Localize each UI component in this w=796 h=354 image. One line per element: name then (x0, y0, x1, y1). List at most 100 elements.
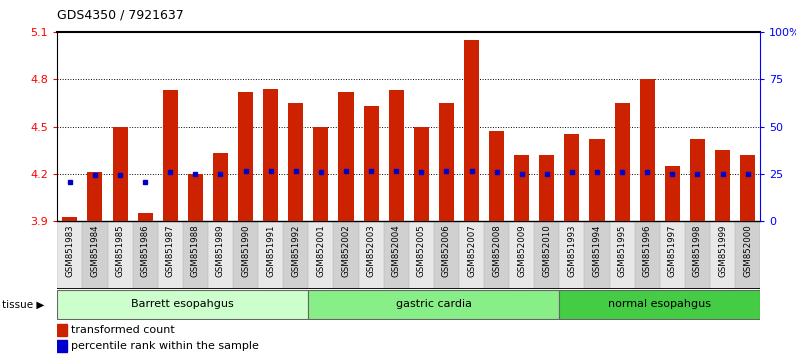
Bar (409, 221, 434, 289)
Bar (288, 103, 303, 221)
Bar (133, 32, 158, 221)
Bar (57, 340, 67, 353)
Text: GSM852006: GSM852006 (442, 225, 451, 278)
Bar (158, 32, 183, 221)
Bar (634, 221, 660, 289)
Bar (88, 172, 103, 221)
Text: GSM851990: GSM851990 (241, 225, 250, 277)
Text: GSM851994: GSM851994 (592, 225, 602, 277)
Text: GSM852009: GSM852009 (517, 225, 526, 277)
Bar (685, 32, 710, 221)
Text: GSM851986: GSM851986 (141, 225, 150, 277)
Bar (334, 32, 358, 221)
Bar (408, 32, 434, 221)
FancyBboxPatch shape (560, 290, 760, 319)
Text: GSM851988: GSM851988 (191, 225, 200, 277)
Bar (258, 32, 283, 221)
Bar (560, 221, 584, 289)
Bar (710, 32, 735, 221)
Bar (138, 213, 153, 221)
Text: GSM851999: GSM851999 (718, 225, 727, 277)
Bar (308, 221, 334, 289)
Bar (439, 103, 454, 221)
Bar (314, 126, 329, 221)
Text: GSM851984: GSM851984 (91, 225, 100, 277)
Bar (388, 90, 404, 221)
Bar (57, 32, 83, 221)
Text: transformed count: transformed count (71, 325, 174, 336)
Bar (308, 32, 334, 221)
Bar (740, 155, 755, 221)
Bar (584, 221, 610, 289)
Bar (434, 221, 459, 289)
Text: GSM851991: GSM851991 (266, 225, 275, 277)
Bar (208, 221, 233, 289)
Bar (484, 221, 509, 289)
Text: GSM851996: GSM851996 (642, 225, 652, 277)
Text: GSM851997: GSM851997 (668, 225, 677, 277)
Bar (590, 139, 604, 221)
Bar (238, 92, 253, 221)
Text: tissue ▶: tissue ▶ (2, 299, 44, 309)
Text: GSM851998: GSM851998 (693, 225, 702, 277)
Text: GSM852007: GSM852007 (467, 225, 476, 278)
Bar (358, 221, 384, 289)
Text: GSM852008: GSM852008 (492, 225, 501, 278)
Bar (213, 153, 228, 221)
Bar (509, 32, 534, 221)
Text: GSM852005: GSM852005 (417, 225, 426, 278)
Bar (263, 88, 279, 221)
Bar (660, 32, 685, 221)
Bar (83, 221, 107, 289)
Bar (283, 221, 308, 289)
Bar (459, 221, 484, 289)
Text: normal esopahgus: normal esopahgus (608, 299, 712, 309)
Bar (258, 221, 283, 289)
Bar (715, 150, 730, 221)
Bar (384, 32, 408, 221)
Bar (484, 32, 509, 221)
Bar (233, 221, 258, 289)
Bar (364, 106, 379, 221)
Bar (610, 221, 634, 289)
Text: GDS4350 / 7921637: GDS4350 / 7921637 (57, 9, 184, 22)
Bar (690, 139, 705, 221)
Bar (735, 221, 760, 289)
Text: GSM852010: GSM852010 (542, 225, 552, 278)
Bar (188, 174, 203, 221)
Bar (534, 221, 560, 289)
Bar (384, 221, 409, 289)
Bar (584, 32, 610, 221)
Bar (735, 32, 760, 221)
Bar (338, 92, 353, 221)
Bar (112, 126, 127, 221)
Bar (208, 32, 233, 221)
Bar (665, 166, 680, 221)
Bar (414, 126, 429, 221)
FancyBboxPatch shape (308, 290, 560, 319)
Bar (534, 32, 560, 221)
Bar (509, 221, 534, 289)
Bar (564, 135, 579, 221)
Bar (710, 221, 735, 289)
Text: GSM851987: GSM851987 (166, 225, 175, 277)
Bar (183, 32, 208, 221)
Text: GSM851983: GSM851983 (65, 225, 74, 277)
Bar (62, 217, 77, 221)
Bar (57, 221, 83, 289)
Bar (640, 79, 655, 221)
Bar (434, 32, 459, 221)
Text: percentile rank within the sample: percentile rank within the sample (71, 341, 259, 352)
Bar (158, 221, 183, 289)
Bar (464, 40, 479, 221)
Bar (107, 221, 133, 289)
Bar (283, 32, 308, 221)
Bar (83, 32, 107, 221)
Text: GSM852003: GSM852003 (367, 225, 376, 278)
Bar (459, 32, 484, 221)
Text: Barrett esopahgus: Barrett esopahgus (131, 299, 234, 309)
Bar (183, 221, 208, 289)
Text: GSM851995: GSM851995 (618, 225, 626, 277)
Text: GSM852004: GSM852004 (392, 225, 400, 278)
Bar (539, 155, 554, 221)
